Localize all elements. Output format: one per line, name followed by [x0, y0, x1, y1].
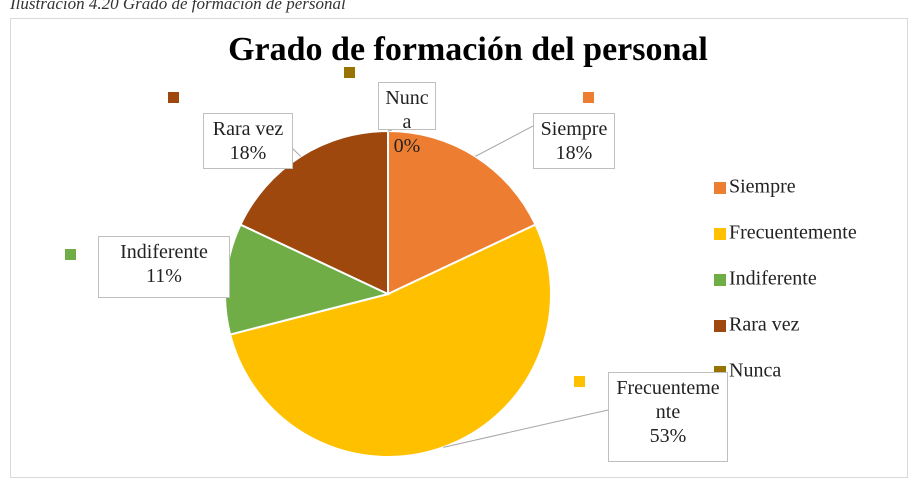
legend-label: Frecuentemente: [729, 222, 857, 244]
data-label-key: [168, 92, 179, 103]
data-label-value: 0%: [393, 135, 421, 157]
data-label: Rara vez 18%: [203, 113, 293, 169]
pie-slice: [228, 223, 552, 458]
data-label-name: Siempre: [540, 118, 608, 140]
data-label-name: Frecuentemente: [616, 377, 720, 423]
data-label-value: 18%: [555, 142, 593, 164]
data-label-value: 11%: [146, 265, 182, 287]
data-label: Siempre 18%: [533, 113, 615, 169]
legend-swatch: [714, 228, 726, 240]
leader-line: [291, 147, 302, 157]
leader-line: [387, 129, 393, 132]
data-label-value: 53%: [649, 425, 687, 447]
data-label-name: Rara vez: [212, 118, 284, 140]
caption: Ilustración 4.20 Grado de formación de p…: [10, 0, 346, 13]
data-label-key: [344, 67, 355, 78]
legend-swatch: [714, 182, 726, 194]
data-label-name: Indiferente: [120, 241, 208, 263]
legend-label: Rara vez: [729, 314, 800, 336]
leader-line: [443, 409, 609, 448]
data-label: Indiferente 11%: [98, 236, 230, 298]
chart-title: Grado de formación del personal: [228, 31, 708, 68]
legend-swatch: [714, 274, 726, 286]
data-label: Nunca 0%: [378, 82, 436, 157]
legend-label: Indiferente: [729, 268, 817, 290]
legend-label: Siempre: [729, 176, 796, 198]
data-label-key: [65, 249, 76, 260]
data-label-key: [583, 92, 594, 103]
legend-swatch: [714, 320, 726, 332]
data-label: Frecuentemente 53%: [608, 372, 728, 462]
leader-line: [475, 125, 534, 157]
legend-label: Nunca: [729, 360, 781, 382]
data-label-key: [574, 376, 585, 387]
data-label-name: Nunca: [385, 87, 429, 133]
data-label-value: 18%: [229, 142, 267, 164]
